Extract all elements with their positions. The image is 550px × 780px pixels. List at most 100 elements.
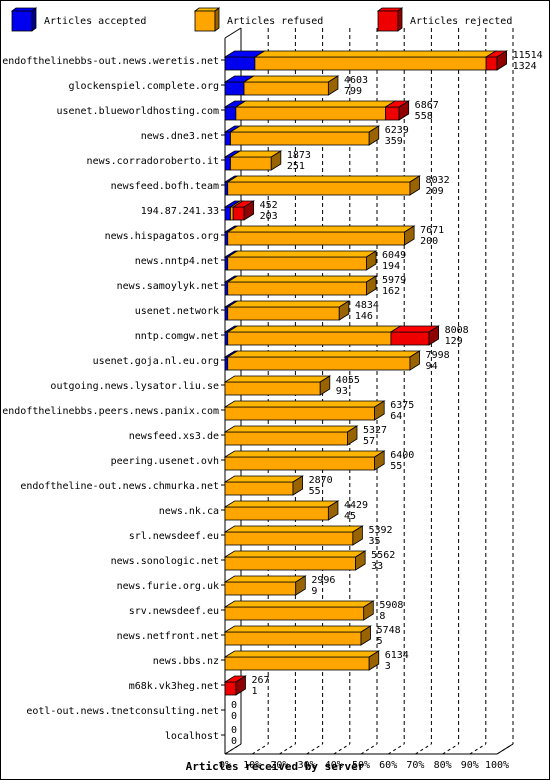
bar-segment-side bbox=[360, 625, 372, 646]
bar-segment-side bbox=[235, 675, 246, 696]
category-label: news.nk.ca bbox=[159, 506, 219, 517]
value-label-secondary: 209 bbox=[426, 186, 444, 197]
legend-swatch-side bbox=[214, 7, 220, 32]
value-label-secondary: 45 bbox=[344, 511, 356, 522]
bar-segment bbox=[243, 81, 329, 96]
bar-segment-side bbox=[366, 275, 377, 296]
value-label-total: 6049 bbox=[382, 250, 406, 261]
bar-segment bbox=[485, 56, 498, 71]
category-label: news.furie.org.uk bbox=[117, 581, 219, 592]
bar-segment-side bbox=[368, 125, 380, 146]
legend-label: Articles accepted bbox=[44, 16, 146, 27]
bar-segment bbox=[224, 181, 229, 196]
value-label-secondary: 57 bbox=[363, 436, 375, 447]
category-label: 194.87.241.33 bbox=[141, 206, 219, 217]
bar-segment bbox=[230, 131, 370, 146]
bar-segment-side bbox=[270, 150, 282, 171]
bar-segment bbox=[227, 256, 367, 271]
value-label-secondary: 799 bbox=[344, 86, 362, 97]
category-label: news.corradoroberto.it bbox=[87, 156, 219, 167]
category-label: endofthelinebbs-out.news.weretis.net bbox=[2, 56, 219, 67]
category-label: peering.usenet.ovh bbox=[111, 456, 219, 467]
bar-segment-top bbox=[242, 75, 340, 83]
bar-segment-top bbox=[226, 275, 378, 283]
value-label-total: 4603 bbox=[344, 75, 368, 86]
value-label-secondary: 200 bbox=[420, 236, 438, 247]
value-label-total: 8008 bbox=[445, 325, 469, 336]
bar-segment bbox=[230, 156, 272, 171]
value-label-total: 6400 bbox=[390, 450, 414, 461]
x-tick-label: 30% bbox=[298, 760, 316, 771]
bar-segment-side bbox=[319, 375, 331, 396]
bar-segment bbox=[224, 356, 229, 371]
bar-segment bbox=[224, 481, 294, 496]
bar-segment bbox=[224, 331, 229, 346]
bar-segment-top bbox=[223, 650, 381, 658]
bar-segment bbox=[227, 356, 411, 371]
value-label-secondary: 162 bbox=[382, 286, 400, 297]
x-tick-label: 90% bbox=[461, 760, 479, 771]
bar-segment-top bbox=[226, 350, 421, 358]
bar-segment bbox=[224, 456, 376, 471]
value-label-secondary: 129 bbox=[445, 336, 463, 347]
value-label-total: 7671 bbox=[420, 225, 444, 236]
value-label-total: 5327 bbox=[363, 425, 387, 436]
bar-segment-top bbox=[223, 525, 364, 533]
gridline-floor bbox=[469, 743, 487, 755]
value-label-total: 11514 bbox=[513, 50, 543, 61]
category-label: newsfeed.bofh.team bbox=[111, 181, 219, 192]
category-label: usenet.network bbox=[135, 306, 219, 317]
value-label-secondary: 203 bbox=[260, 211, 278, 222]
bar-segment bbox=[224, 381, 321, 396]
bar-segment-top bbox=[226, 325, 402, 333]
bar-segment bbox=[224, 56, 256, 71]
bar-segment-side bbox=[368, 650, 380, 671]
value-label-total: 6134 bbox=[385, 650, 409, 661]
value-label-secondary: 1 bbox=[251, 686, 257, 697]
value-label-total: 2870 bbox=[309, 475, 333, 486]
value-label-total: 0 bbox=[231, 700, 237, 711]
bar-segment bbox=[385, 106, 400, 121]
gridline-floor bbox=[279, 743, 296, 755]
value-label-secondary: 0 bbox=[231, 736, 237, 747]
value-label-total: 5748 bbox=[377, 625, 401, 636]
legend-label: Articles rejected bbox=[410, 16, 512, 27]
value-label-total: 1873 bbox=[287, 150, 311, 161]
x-tick-label: 80% bbox=[434, 760, 452, 771]
category-label: news.hispagatos.org bbox=[105, 231, 219, 242]
bar-segment-top bbox=[223, 425, 359, 433]
bar-segment bbox=[227, 231, 405, 246]
bar-segment bbox=[235, 106, 386, 121]
x-tick-label: 40% bbox=[325, 760, 343, 771]
bar-segment-top bbox=[229, 125, 381, 133]
value-label-total: 7998 bbox=[426, 350, 450, 361]
gridline-floor bbox=[333, 743, 351, 755]
floor-edge bbox=[224, 743, 242, 755]
gridline-floor bbox=[360, 743, 378, 755]
bar-segment bbox=[224, 631, 362, 646]
x-tick-label: 50% bbox=[352, 760, 370, 771]
bar-segment bbox=[390, 331, 430, 346]
floor-edge bbox=[496, 743, 514, 755]
value-label-secondary: 94 bbox=[426, 361, 438, 372]
value-label-total: 6239 bbox=[385, 125, 409, 136]
gridline-floor bbox=[415, 743, 432, 755]
value-label-total: 0 bbox=[231, 725, 237, 736]
bar-segment-side bbox=[398, 100, 410, 121]
value-label-secondary: 1324 bbox=[513, 61, 537, 72]
bar-segment-side bbox=[327, 500, 339, 521]
value-label-secondary: 146 bbox=[355, 311, 373, 322]
bar-segment bbox=[232, 206, 245, 221]
category-label: nntp.comgw.net bbox=[135, 331, 219, 342]
bar-segment bbox=[224, 606, 365, 621]
bar-segment bbox=[224, 256, 229, 271]
value-label-total: 5562 bbox=[371, 550, 395, 561]
value-label-secondary: 33 bbox=[371, 561, 383, 572]
value-label-secondary: 3 bbox=[385, 661, 391, 672]
bar-segment-top bbox=[226, 175, 421, 183]
bar-segment-top bbox=[253, 50, 498, 58]
depth-line bbox=[224, 27, 242, 39]
value-label-total: 267 bbox=[251, 675, 269, 686]
bar-segment-top bbox=[223, 375, 332, 383]
